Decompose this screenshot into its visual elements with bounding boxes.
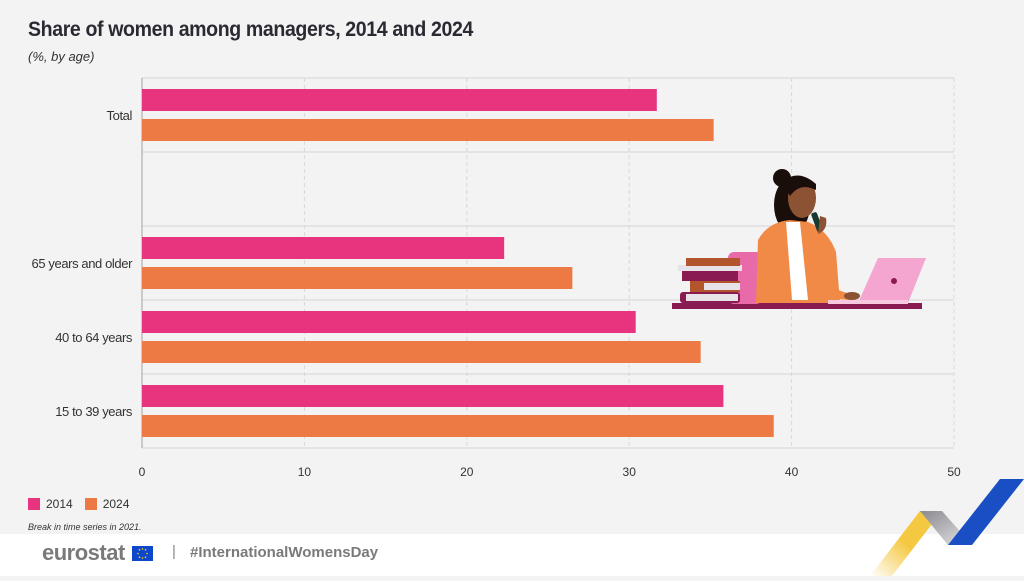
footer-bar bbox=[0, 534, 1024, 576]
bar-2014 bbox=[142, 385, 724, 407]
eu-flag-icon bbox=[132, 546, 153, 561]
category-label: 15 to 39 years bbox=[55, 404, 133, 419]
ribbon-decoration bbox=[860, 475, 1024, 581]
woman-manager-illustration bbox=[668, 160, 928, 320]
x-tick-label: 30 bbox=[623, 465, 637, 479]
legend-swatch-2024 bbox=[84, 498, 97, 510]
x-tick-label: 0 bbox=[139, 465, 146, 479]
x-tick-label: 50 bbox=[947, 465, 961, 479]
x-tick-label: 10 bbox=[298, 465, 312, 479]
chart-subtitle: (%, by age) bbox=[28, 49, 95, 64]
bar-2024 bbox=[142, 415, 774, 437]
bar-2024 bbox=[142, 119, 714, 141]
x-tick-label: 40 bbox=[785, 465, 799, 479]
category-label: 40 to 64 years bbox=[55, 330, 133, 345]
bar-2014 bbox=[142, 89, 657, 111]
eurostat-logo: eurostat bbox=[42, 540, 125, 565]
bar-2014 bbox=[142, 237, 505, 259]
legend-swatch-2014 bbox=[28, 498, 40, 510]
hashtag-link[interactable]: #InternationalWomensDay bbox=[190, 544, 379, 561]
footnote: Break in time series in 2021. bbox=[28, 522, 142, 532]
chart-title: Share of women among managers, 2014 and … bbox=[28, 18, 473, 41]
bar-2024 bbox=[142, 341, 701, 363]
legend-label-2024: 2024 bbox=[102, 497, 130, 511]
footer-separator: | bbox=[172, 543, 176, 560]
x-tick-label: 20 bbox=[460, 465, 474, 479]
legend: 2014 2024 bbox=[28, 497, 129, 511]
bar-2024 bbox=[142, 267, 573, 289]
category-label: 65 years and older bbox=[32, 256, 134, 271]
bar-chart: 0 10 20 30 40 50 Total 65 years and older 40 to … bbox=[32, 77, 961, 479]
bar-2014 bbox=[142, 311, 636, 333]
legend-label-2014: 2014 bbox=[46, 497, 73, 511]
category-label: Total bbox=[107, 108, 133, 123]
